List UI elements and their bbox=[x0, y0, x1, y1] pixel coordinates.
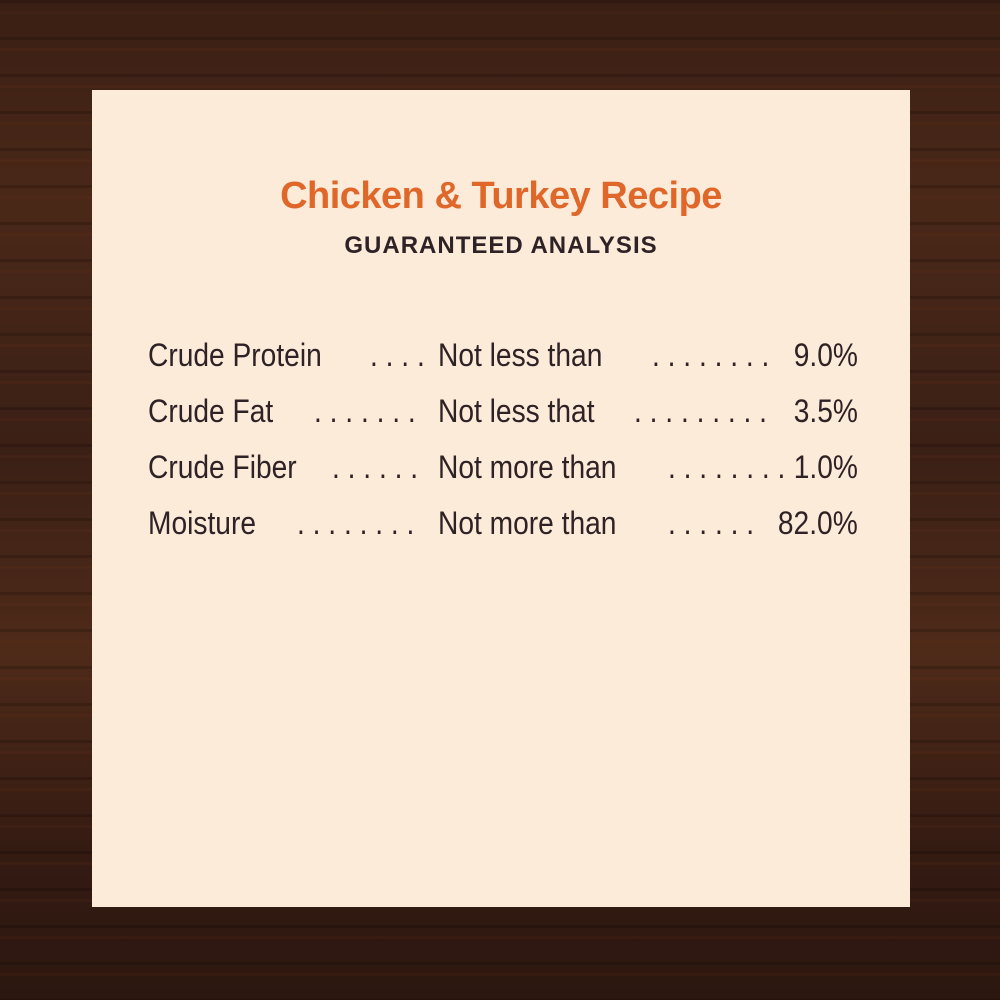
analysis-row-fiber: Crude Fiber . . . . . . Not more than . … bbox=[92, 449, 910, 489]
analysis-panel: Chicken & Turkey Recipe GUARANTEED ANALY… bbox=[92, 90, 910, 907]
section-heading: GUARANTEED ANALYSIS bbox=[344, 232, 658, 259]
dot-leader: . . . . . . . . bbox=[652, 337, 770, 373]
qualifier: Not less than bbox=[438, 337, 603, 373]
qualifier: Not more than bbox=[438, 505, 617, 541]
qualifier: Not more than bbox=[438, 449, 617, 485]
dot-leader: . . . . . . . . bbox=[297, 505, 415, 541]
recipe-title: Chicken & Turkey Recipe bbox=[280, 175, 722, 217]
nutrient-name: Moisture bbox=[148, 505, 256, 541]
nutrient-value: 82.0% bbox=[778, 505, 858, 541]
dot-leader: . . . . . . bbox=[332, 449, 419, 485]
dot-leader: . . . . . . . . . bbox=[634, 393, 768, 429]
nutrient-name: Crude Fat bbox=[148, 393, 274, 429]
nutrient-value: 1.0% bbox=[793, 449, 858, 485]
qualifier: Not less that bbox=[438, 393, 595, 429]
nutrient-name: Crude Fiber bbox=[148, 449, 297, 485]
analysis-row-fat: Crude Fat . . . . . . . Not less that . … bbox=[92, 393, 910, 433]
dot-leader: . . . . . . bbox=[668, 505, 755, 541]
analysis-row-protein: Crude Protein . . . . Not less than . . … bbox=[92, 337, 910, 377]
nutrient-value: 9.0% bbox=[793, 337, 858, 373]
dot-leader: . . . . bbox=[370, 337, 425, 373]
nutrient-value: 3.5% bbox=[793, 393, 858, 429]
analysis-row-moisture: Moisture . . . . . . . . Not more than .… bbox=[92, 505, 910, 545]
nutrient-name: Crude Protein bbox=[148, 337, 322, 373]
dot-leader: . . . . . . . bbox=[314, 393, 416, 429]
dot-leader: . . . . . . . . bbox=[668, 449, 786, 485]
